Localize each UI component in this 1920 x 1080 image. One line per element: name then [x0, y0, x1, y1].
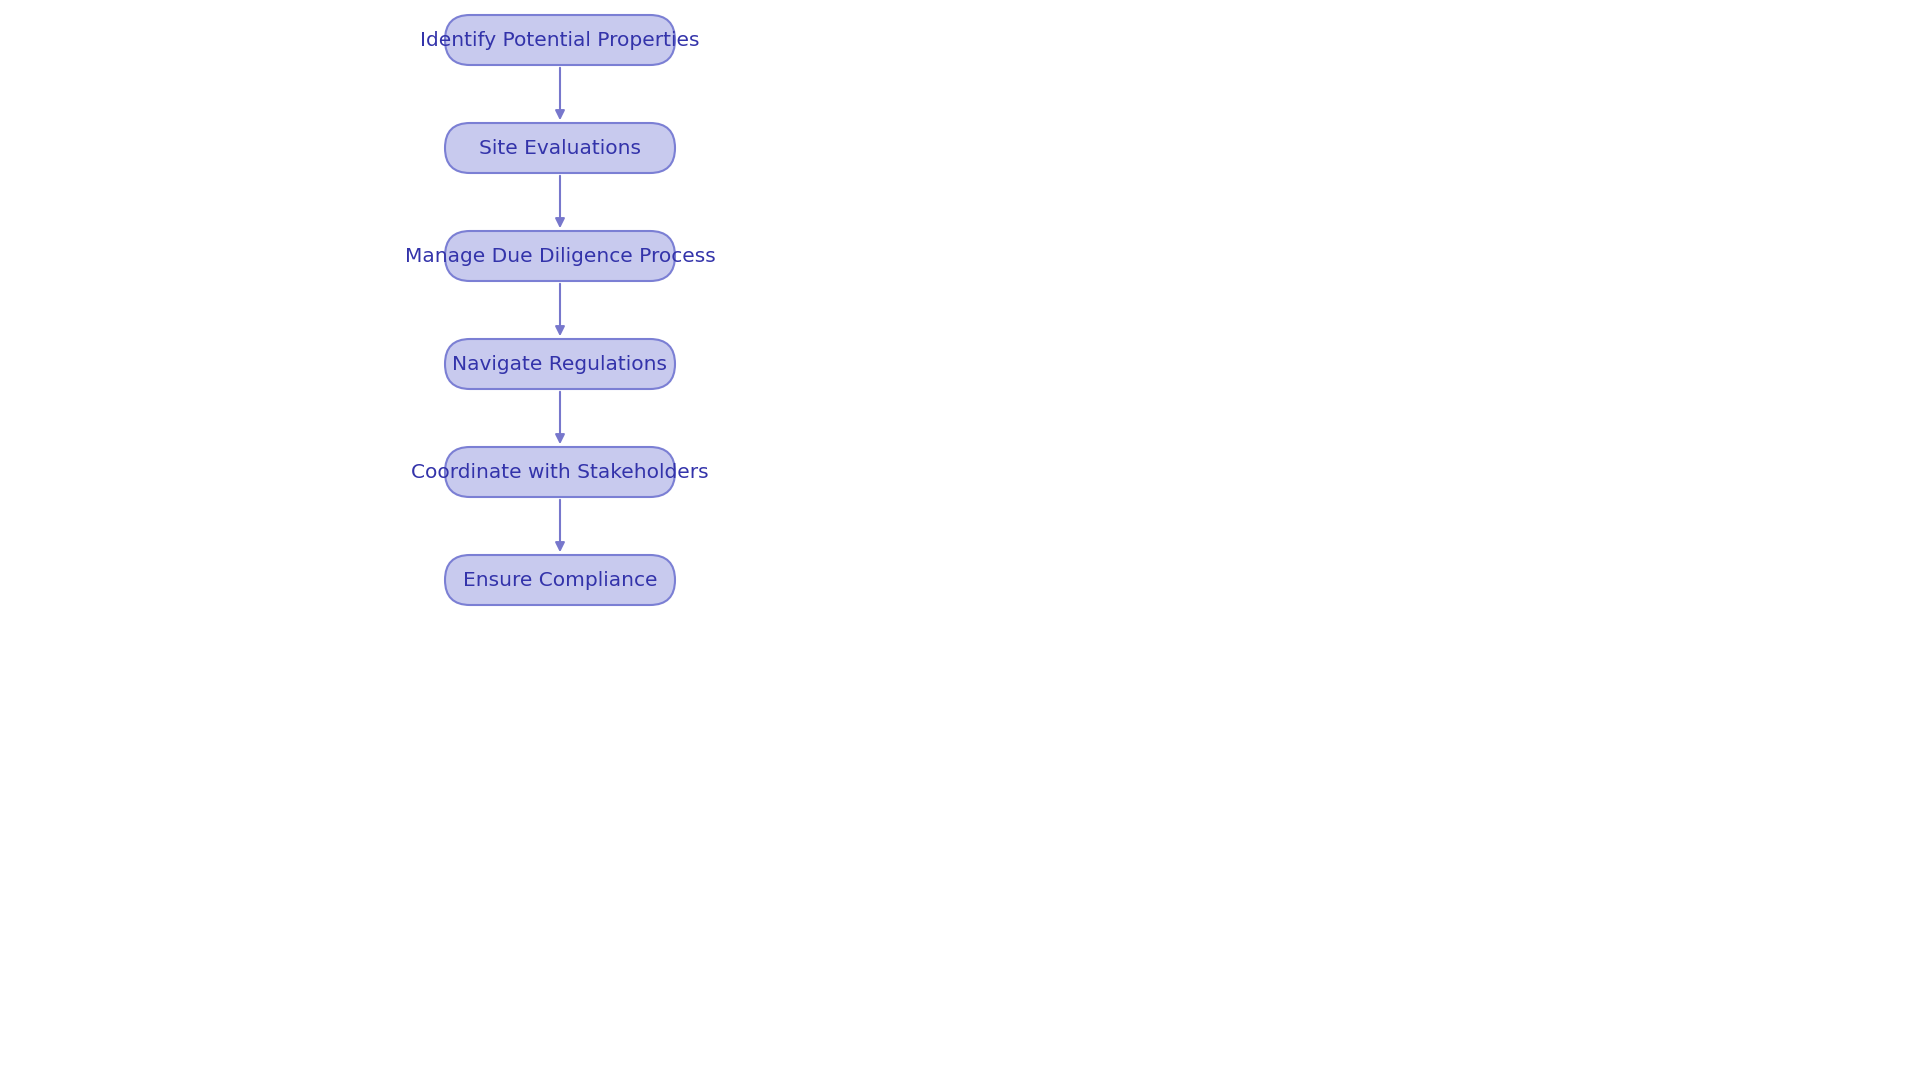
Text: Ensure Compliance: Ensure Compliance	[463, 570, 657, 590]
FancyBboxPatch shape	[445, 339, 676, 389]
FancyBboxPatch shape	[445, 231, 676, 281]
FancyBboxPatch shape	[445, 15, 676, 65]
Text: Site Evaluations: Site Evaluations	[478, 138, 641, 158]
Text: Manage Due Diligence Process: Manage Due Diligence Process	[405, 246, 716, 266]
FancyBboxPatch shape	[445, 447, 676, 497]
Text: Identify Potential Properties: Identify Potential Properties	[420, 30, 699, 50]
Text: Navigate Regulations: Navigate Regulations	[453, 354, 668, 374]
Text: Coordinate with Stakeholders: Coordinate with Stakeholders	[411, 462, 708, 482]
FancyBboxPatch shape	[445, 123, 676, 173]
FancyBboxPatch shape	[445, 555, 676, 605]
